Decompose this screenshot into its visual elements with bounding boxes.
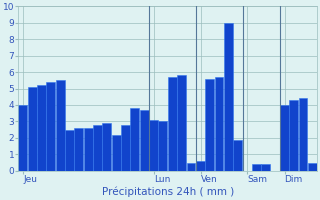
Bar: [261, 164, 270, 171]
Bar: [28, 87, 37, 171]
Bar: [149, 120, 158, 171]
Bar: [308, 163, 317, 171]
Bar: [299, 98, 308, 171]
Bar: [168, 77, 177, 171]
Bar: [56, 80, 65, 171]
Bar: [140, 110, 149, 171]
Bar: [131, 108, 139, 171]
Bar: [102, 123, 111, 171]
Bar: [46, 82, 55, 171]
Bar: [233, 140, 242, 171]
Bar: [84, 128, 93, 171]
Bar: [75, 128, 83, 171]
Bar: [37, 85, 46, 171]
Bar: [177, 75, 186, 171]
Bar: [187, 163, 196, 171]
Bar: [289, 100, 298, 171]
Bar: [158, 121, 167, 171]
Bar: [214, 77, 223, 171]
Bar: [252, 164, 261, 171]
Bar: [196, 161, 205, 171]
Bar: [112, 135, 121, 171]
Bar: [121, 125, 130, 171]
Bar: [205, 79, 214, 171]
Bar: [224, 23, 233, 171]
Bar: [280, 105, 289, 171]
Bar: [19, 105, 27, 171]
Bar: [65, 130, 74, 171]
Bar: [93, 125, 102, 171]
X-axis label: Précipitations 24h ( mm ): Précipitations 24h ( mm ): [102, 187, 234, 197]
